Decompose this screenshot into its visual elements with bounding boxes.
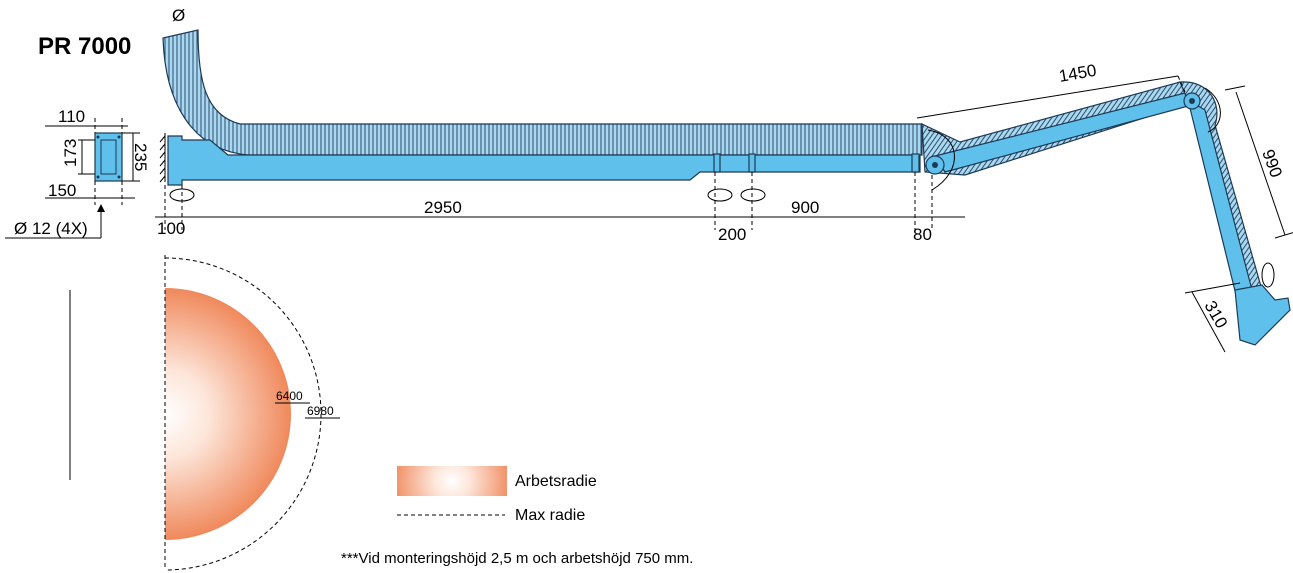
- horizontal-dimension-chain: [155, 172, 965, 230]
- dim-bracket-width: 110: [58, 107, 85, 126]
- legend-max-radius-label: Max radie: [515, 507, 585, 524]
- dim-offset-wall: 100: [157, 219, 185, 238]
- max-radius-value: 6980: [307, 404, 334, 418]
- dim-joint-end: 80: [913, 225, 932, 244]
- dim-joint-gap: 200: [718, 225, 746, 244]
- dim-bracket-height: 235: [131, 143, 150, 171]
- dim-hood: 310: [1201, 298, 1232, 332]
- dim-lower-arm: 990: [1258, 147, 1286, 180]
- lower-arm: [1180, 82, 1262, 300]
- product-title: PR 7000: [38, 33, 131, 60]
- dim-bracket-depth: 150: [48, 181, 76, 200]
- diameter-symbol: Ø: [172, 6, 185, 25]
- dim-bolt-holes: Ø 12 (4X): [14, 219, 88, 238]
- upper-arm: [922, 82, 1200, 175]
- dim-arm-length: 2950: [424, 198, 462, 217]
- dim-upper-arm: 1450: [1057, 61, 1098, 86]
- work-radius-value: 6400: [276, 389, 303, 403]
- mounting-note: ***Vid monteringshöjd 2,5 m och arbetshö…: [341, 550, 693, 567]
- legend-work-radius-swatch: [397, 466, 507, 496]
- wall-hatch: [160, 133, 165, 182]
- legend-work-radius-label: Arbetsradie: [515, 473, 597, 490]
- legend: [397, 466, 507, 515]
- dim-segment: 900: [791, 198, 819, 217]
- working-radius-diagram: [70, 255, 340, 570]
- flexible-hose: [163, 30, 922, 155]
- dim-bracket-inner: 173: [61, 139, 80, 167]
- extraction-hood: [1235, 285, 1290, 345]
- wall-bracket-front-view: [95, 133, 122, 181]
- work-radius-area: [165, 288, 291, 540]
